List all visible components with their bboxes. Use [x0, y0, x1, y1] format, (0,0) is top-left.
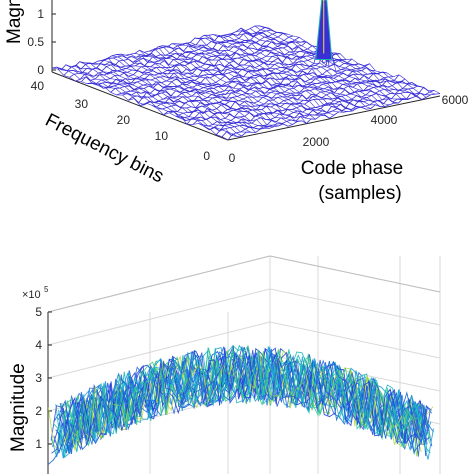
top-mesh-col [249, 28, 427, 98]
bottom-box-top-right [269, 255, 441, 293]
bottom-grid-hline-left [47, 321, 271, 379]
top-mesh-col [190, 42, 367, 110]
top-surface-chart: 1 0.5 0 Magni 40 30 20 10 0 0 2000 4000 … [4, 0, 469, 204]
top-mesh-col [116, 54, 293, 125]
top-mesh-col [263, 27, 441, 94]
top-mesh-col [125, 54, 302, 122]
top-mesh-col [111, 55, 289, 127]
top-mesh-col [171, 43, 348, 112]
top-mesh-col [227, 33, 404, 100]
top-mesh-row [186, 74, 400, 125]
top-mesh-col [130, 53, 307, 124]
bottom-z-tick-label-2: 2 [35, 404, 42, 418]
top-z-axis-label: Magni [4, 0, 25, 44]
top-x-axis-label-line2: (samples) [318, 183, 401, 204]
bottom-grid-hline-right [269, 288, 441, 326]
top-mesh-col [79, 61, 256, 133]
top-mesh-col [213, 34, 390, 106]
top-mesh-col [134, 53, 312, 120]
top-mesh-col [84, 62, 261, 130]
bottom-box-top-left [47, 255, 271, 313]
top-mesh-col [240, 27, 418, 97]
bottom-surface-chart: 5 4 3 2 1 ×10 5 Magnitude [8, 255, 441, 474]
top-mesh-col [180, 42, 358, 110]
bottom-z-tick-label-5: 5 [35, 305, 42, 319]
top-z-tick-label-0: 0 [37, 63, 44, 77]
top-x-tick-label-0: 0 [229, 151, 236, 165]
top-mesh-col [167, 46, 344, 113]
bottom-surface-mesh [47, 344, 434, 466]
bottom-z-exponent-base: ×10 [22, 289, 41, 301]
top-y-tick-label-40: 40 [31, 79, 45, 93]
top-mesh-col [199, 37, 376, 106]
top-mesh-col [203, 34, 381, 107]
top-mesh-col [194, 37, 371, 109]
bottom-grid-hline-left [47, 288, 271, 346]
top-x-tick-label-4000: 4000 [371, 113, 398, 127]
top-mesh-col [98, 60, 275, 127]
top-mesh-col [93, 62, 270, 129]
bottom-z-axis-label: Magnitude [8, 363, 29, 452]
top-mesh-col [56, 66, 233, 135]
top-y-axis-label: Frequency bins [42, 110, 167, 188]
bottom-grid-hline-right [269, 321, 441, 359]
top-mesh-col [61, 69, 238, 137]
top-y-axis-line [51, 71, 229, 141]
top-mesh-col [70, 64, 247, 133]
bottom-noise-line [65, 344, 422, 441]
top-mesh-col [74, 65, 252, 133]
bottom-noise-line [64, 347, 427, 445]
bottom-z-tick-label-1: 1 [35, 437, 42, 451]
top-mesh-col [254, 25, 431, 96]
top-mesh-col [157, 46, 335, 116]
bottom-noise-line [59, 350, 432, 446]
bottom-z-tick-label-4: 4 [35, 338, 42, 352]
bottom-z-exponent-power: 5 [44, 285, 49, 294]
top-x-axis-label-line1: Code phase [301, 158, 403, 179]
top-mesh-col [259, 25, 436, 95]
top-mesh-col [148, 48, 325, 116]
top-mesh-col [51, 67, 229, 141]
top-y-tick-label-20: 20 [117, 113, 131, 127]
top-y-tick-label-0: 0 [203, 149, 210, 163]
top-y-tick-label-10: 10 [155, 129, 169, 143]
top-z-tick-label-0.5: 0.5 [27, 35, 44, 49]
top-x-tick-label-2000: 2000 [303, 135, 330, 149]
top-mesh-col [222, 35, 399, 104]
bottom-noise-line [56, 350, 431, 447]
top-x-tick-label-6000: 6000 [442, 93, 469, 107]
top-mesh-col [144, 52, 321, 117]
top-y-tick-label-30: 30 [75, 97, 89, 111]
top-mesh-col [139, 49, 316, 120]
top-mesh-col [65, 64, 242, 137]
top-mesh-col [120, 53, 298, 122]
bottom-z-tick-label-3: 3 [35, 371, 42, 385]
top-mesh-col [176, 43, 353, 112]
bottom-noise-line [53, 347, 431, 458]
bottom-noise-line [58, 350, 432, 459]
top-surface-mesh [51, 0, 441, 141]
top-x-axis-line [227, 95, 441, 141]
top-z-tick-label-1: 1 [37, 7, 44, 21]
